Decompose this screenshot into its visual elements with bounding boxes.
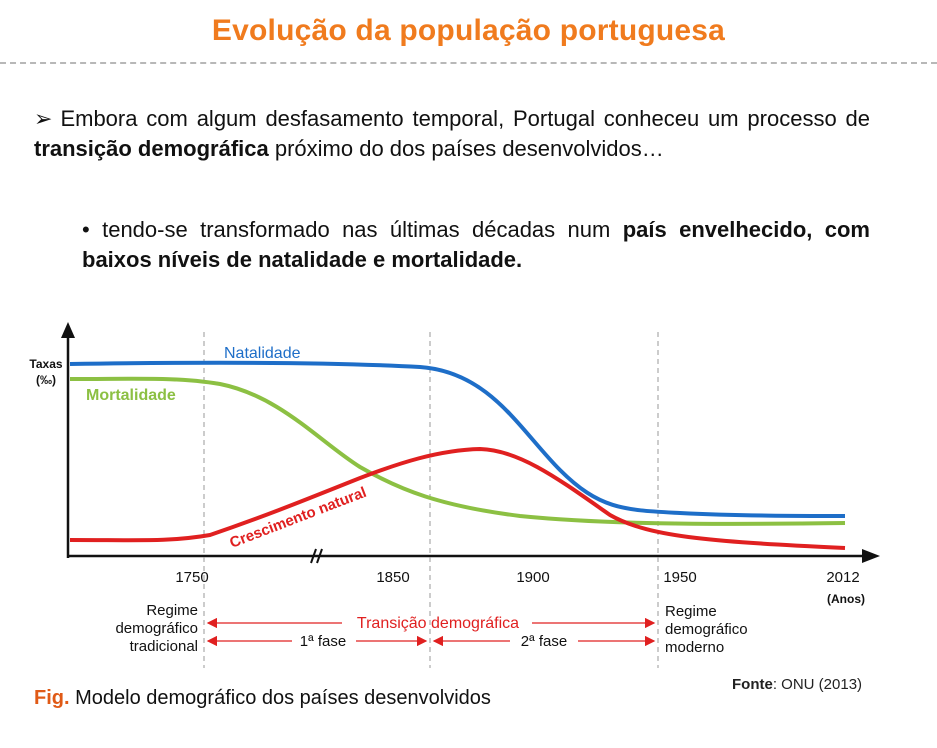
phase2-label: 2ª fase: [521, 633, 567, 650]
source-value: ONU (2013): [781, 676, 863, 693]
page-title: Evolução da população portuguesa: [211, 14, 726, 47]
x-axis-label: (Anos): [827, 592, 865, 606]
phase1-label: 1ª fase: [300, 633, 346, 650]
x-tick-1950: 1950: [663, 569, 696, 586]
sub-point-bold-text: país envelhecido, com baixos níveis de n…: [82, 217, 870, 272]
source-label: Fonte: [732, 676, 773, 693]
x-axis-arrow-icon: [862, 549, 880, 563]
figure-label: Fig.: [34, 687, 70, 709]
demographic-chart: Taxas (‰) Natalidade Mortalidade Crescime…: [29, 322, 880, 668]
intro-text-end: próximo do dos países desenvolvidos…: [268, 136, 664, 161]
series-line-crescimento-natural: [69, 446, 846, 550]
caption-text: Modelo demográfico dos países desenvolvi…: [75, 687, 491, 709]
y-axis-label: Taxas (‰): [29, 357, 62, 387]
x-tick-1850: 1850: [376, 569, 409, 586]
intro-bold-text: transição demográfica: [34, 136, 269, 161]
series-label-mortalidade: Mortalidade: [86, 387, 176, 404]
series-line-natalidade: [69, 360, 846, 518]
arrow-bullet-icon: ➢: [34, 106, 53, 131]
series-line-mortalidade: [69, 376, 846, 526]
y-axis-arrow-icon: [61, 322, 75, 338]
intro-text: Embora com algum desfasamento temporal, …: [60, 106, 870, 131]
figure-caption: Fig. Modelo demográfico dos países desen…: [34, 687, 491, 710]
intro-paragraph: ➢ Embora com algum desfasamento temporal,…: [34, 104, 870, 164]
source-note: Fonte: ONU (2013): [732, 676, 863, 693]
dot-bullet-icon: •: [82, 217, 90, 242]
x-tick-1750: 1750: [175, 569, 208, 586]
series-label-crescimento: Crescimento natural: [227, 484, 369, 552]
sub-point-text: tendo-se transformado nas últimas década…: [102, 217, 623, 242]
transition-label: Transição demográfica: [357, 615, 519, 632]
x-tick-2012: 2012: [826, 569, 859, 586]
title-divider: [0, 62, 937, 64]
regime-tradicional-label: Regime demográfico tradicional: [115, 602, 198, 655]
axis-break-icon: [310, 548, 323, 564]
series-label-natalidade: Natalidade: [224, 345, 301, 362]
regime-moderno-label: Regime demográfico moderno: [665, 603, 748, 656]
x-tick-1900: 1900: [516, 569, 549, 586]
sub-point: • tendo-se transformado nas últimas déca…: [82, 215, 870, 275]
